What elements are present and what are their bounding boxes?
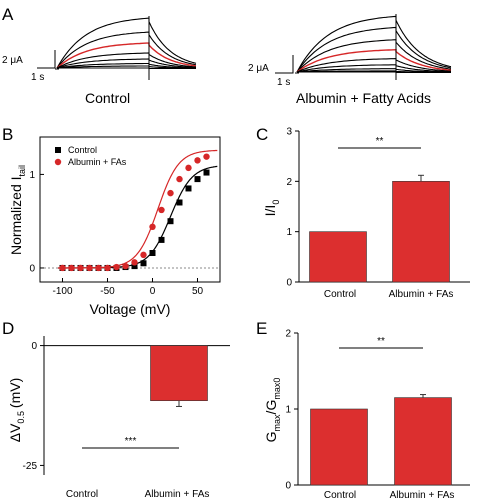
e-significance-label: **: [377, 336, 385, 347]
panel-label-d: D: [2, 319, 14, 338]
data-point: [158, 206, 165, 214]
data-point: [149, 223, 156, 231]
gv-points: [59, 153, 210, 272]
data-point: [86, 264, 93, 272]
gv-ylabel: Normalized Itail: [8, 165, 27, 255]
bar: [150, 345, 208, 402]
gv-ticks: -100 -50 0 50 0 1: [29, 170, 203, 297]
trace-8: [297, 71, 451, 74]
data-point: [140, 260, 147, 267]
gv-xlabel: Voltage (mV): [90, 301, 171, 317]
scale-current-fa: 2 μA: [248, 63, 269, 74]
traces-fa: [295, 14, 452, 80]
e-bars: [310, 394, 452, 486]
data-point: [149, 250, 156, 256]
y-tick-label: 0: [31, 341, 37, 352]
data-point: [68, 264, 75, 272]
e-category-control: Control: [324, 490, 356, 500]
bar: [392, 181, 450, 283]
gv-plot-frame: [39, 136, 221, 283]
d-category-control: Control: [66, 489, 98, 500]
y-tick-label: 1: [29, 170, 35, 181]
bar-chart-e: 0 1 2 ** Control Albumin + FAs Gmax/Gmax0: [263, 329, 470, 500]
bar-chart-c: 0 1 2 3 ** Control Albumin + FAs I/I0: [262, 127, 470, 300]
data-point: [113, 263, 120, 271]
data-point: [194, 157, 201, 164]
y-tick-label: 2: [285, 329, 291, 340]
e-ticks: 0 1 2: [285, 329, 298, 492]
scale-time-fa: 1 s: [277, 77, 290, 88]
data-point: [203, 153, 210, 160]
legend-label-fa: Albumin + FAs: [68, 157, 127, 167]
y-tick-label: 1: [286, 227, 292, 238]
e-ylabel: Gmax/Gmax0: [263, 378, 282, 443]
data-point: [140, 251, 147, 259]
y-tick-label: 0: [285, 481, 291, 492]
data-point: [167, 189, 174, 197]
panel-label-a: A: [2, 5, 14, 24]
data-point: [203, 169, 210, 176]
scale-time-control: 1 s: [31, 72, 44, 83]
legend-label-control: Control: [68, 145, 97, 155]
panel-label-e: E: [256, 319, 267, 338]
bar-chart-d: 0 -25 *** Control Albumin + FAs ΔV0.5(mV): [7, 336, 230, 500]
c-ylabel: I/I0: [262, 200, 281, 217]
panel-label-c: C: [256, 125, 268, 144]
data-point: [104, 264, 111, 272]
y-tick-label: -25: [23, 461, 38, 472]
panel-label-b: B: [2, 125, 13, 144]
data-point: [59, 264, 66, 272]
data-point: [158, 236, 165, 243]
caption-control: Control: [85, 90, 130, 106]
y-tick-label: 0: [286, 278, 292, 289]
d-category-fa: Albumin + FAs: [145, 489, 210, 500]
scale-current-control: 2 μA: [2, 55, 23, 66]
d-bars: [150, 345, 208, 407]
data-point: [95, 264, 102, 272]
gv-fits: [58, 149, 218, 269]
gv-plot: -100 -50 0 50 0 1 Control Albumin + FAs Volta…: [8, 136, 221, 317]
data-point: [176, 199, 183, 206]
c-ticks: 0 1 2 3: [286, 127, 299, 289]
y-tick-label: 1: [285, 405, 291, 416]
bar: [309, 231, 367, 283]
c-bars: [309, 174, 450, 283]
data-point: [131, 263, 138, 270]
c-category-control: Control: [324, 289, 356, 300]
d-ticks: 0 -25: [23, 341, 44, 472]
scale-bar-control: [37, 50, 56, 69]
data-point: [185, 164, 192, 172]
trace-1: [56, 31, 197, 69]
x-tick-label: 0: [150, 286, 156, 297]
c-significance-label: **: [376, 136, 384, 147]
y-tick-label: 0: [29, 263, 35, 274]
fit-curve: [58, 149, 218, 269]
e-category-fa: Albumin + FAs: [390, 490, 455, 500]
data-point: [185, 185, 192, 192]
data-point: [167, 218, 174, 225]
c-category-fa: Albumin + FAs: [389, 289, 454, 300]
d-ylabel: ΔV0.5(mV): [7, 378, 26, 443]
bar: [310, 408, 368, 486]
data-point: [176, 175, 183, 183]
legend-marker-fa: [54, 158, 62, 166]
bar: [394, 397, 452, 486]
caption-fa: Albumin + Fatty Acids: [296, 90, 431, 106]
y-tick-label: 2: [286, 177, 292, 188]
x-tick-label: 50: [192, 286, 204, 297]
x-tick-label: -50: [100, 286, 115, 297]
gv-legend: Control Albumin + FAs: [54, 145, 127, 167]
data-point: [77, 264, 84, 272]
trace-7: [57, 67, 196, 70]
y-tick-label: 3: [286, 127, 292, 138]
data-point: [122, 262, 129, 270]
x-tick-label: -100: [52, 286, 72, 297]
data-point: [194, 176, 201, 183]
scale-bar-fa: [275, 55, 294, 74]
data-point: [131, 259, 138, 266]
traces-control: [55, 16, 197, 80]
d-significance-label: ***: [125, 436, 137, 447]
legend-marker-control: [55, 147, 61, 153]
